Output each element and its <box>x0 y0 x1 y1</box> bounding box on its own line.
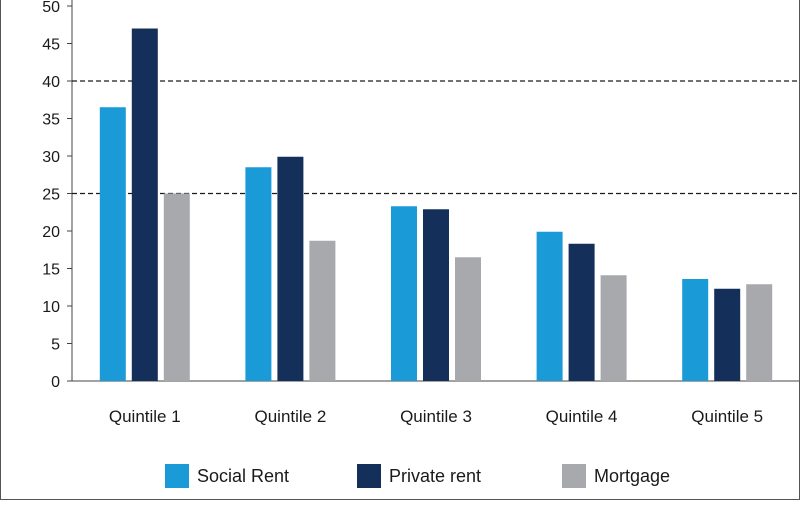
legend-label: Mortgage <box>594 466 670 486</box>
y-tick-label: 20 <box>42 224 60 241</box>
bar-mortgage <box>163 193 190 381</box>
bar-social-rent <box>391 206 417 381</box>
bar-social-rent <box>536 231 563 381</box>
legend-swatch <box>357 464 381 488</box>
x-category-label: Quintile 4 <box>546 407 618 426</box>
legend-swatch <box>165 464 189 488</box>
legend-label: Social Rent <box>197 466 289 486</box>
bar-private-rent <box>277 156 304 381</box>
legend-swatch <box>562 464 586 488</box>
bar-mortgage <box>746 284 773 381</box>
y-tick-label: 30 <box>42 149 60 166</box>
bar-private-rent <box>568 243 595 381</box>
bar-social-rent <box>682 279 709 381</box>
legend-label: Private rent <box>389 466 481 486</box>
bar-private-rent <box>714 288 741 381</box>
y-tick-label: 25 <box>42 187 60 204</box>
x-category-label: Quintile 1 <box>109 407 181 426</box>
y-tick-label: 0 <box>51 374 60 391</box>
y-tick-label: 35 <box>42 112 60 129</box>
x-category-label: Quintile 5 <box>691 407 763 426</box>
bar-mortgage <box>455 257 481 381</box>
bar-private-rent <box>131 28 158 381</box>
x-category-label: Quintile 2 <box>254 407 326 426</box>
bar-private-rent <box>423 209 449 381</box>
bar-social-rent <box>245 167 272 381</box>
y-tick-label: 10 <box>42 299 60 316</box>
y-tick-label: 45 <box>42 37 60 54</box>
y-tick-label: 5 <box>51 337 60 354</box>
bar-mortgage <box>309 240 336 381</box>
y-tick-label: 15 <box>42 262 60 279</box>
x-category-label: Quintile 3 <box>400 407 472 426</box>
bar-mortgage <box>600 275 627 381</box>
y-tick-label: 40 <box>42 74 60 91</box>
y-tick-label: 50 <box>42 0 60 16</box>
bar-social-rent <box>99 107 126 381</box>
